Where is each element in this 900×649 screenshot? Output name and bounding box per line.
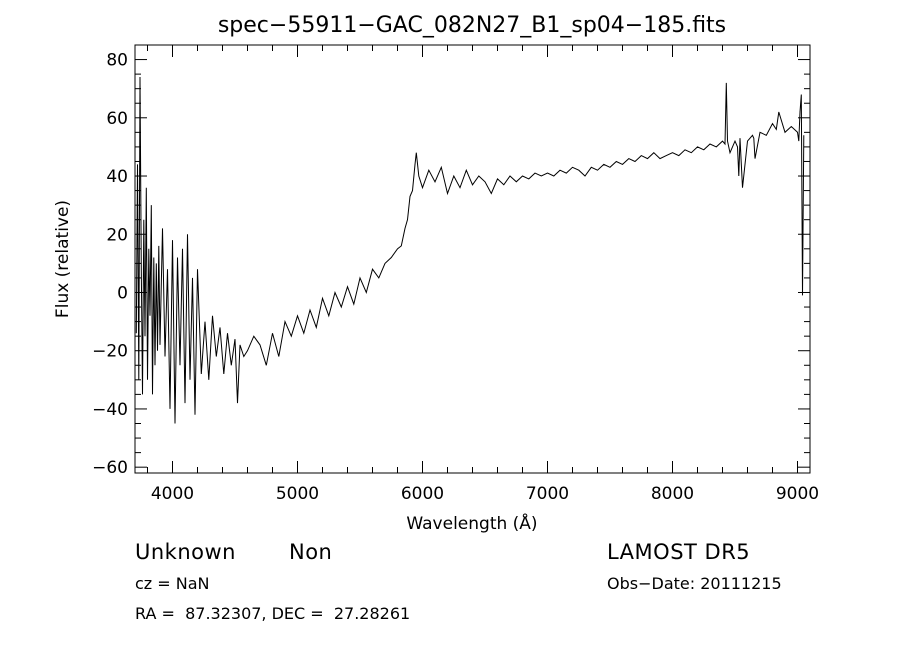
x-tick-label: 5000 [276, 484, 319, 504]
survey-name: LAMOST DR5 [607, 540, 751, 564]
redshift-info: cz = NaN [135, 574, 210, 593]
coordinates-info: RA = 87.32307, DEC = 27.28261 [135, 604, 411, 623]
axis-ticks [135, 45, 810, 473]
object-class: Unknown [135, 540, 236, 564]
spectrum-line [135, 76, 805, 424]
plot-frame [134, 44, 811, 474]
y-tick-label: −20 [92, 342, 128, 362]
y-tick-labels: −60 −40 −20 0 20 40 60 80 [92, 51, 128, 479]
x-tick-label: 9000 [776, 484, 819, 504]
spectrum-plot: spec−55911−GAC_082N27_B1_sp04−185.fits 4… [53, 13, 819, 534]
y-tick-label: 40 [106, 167, 128, 187]
object-subclass: Non [289, 540, 333, 564]
y-tick-label: −40 [92, 400, 128, 420]
y-tick-label: 0 [117, 283, 128, 303]
x-tick-label: 6000 [401, 484, 444, 504]
y-tick-label: 60 [106, 109, 128, 129]
observation-date: Obs−Date: 20111215 [607, 574, 782, 593]
chart-title: spec−55911−GAC_082N27_B1_sp04−185.fits [218, 13, 726, 38]
y-tick-label: 20 [106, 225, 128, 245]
y-tick-label: −60 [92, 458, 128, 478]
x-tick-label: 8000 [651, 484, 694, 504]
y-tick-label: 80 [106, 51, 128, 71]
x-axis-label: Wavelength (Å) [406, 512, 537, 534]
y-axis-label: Flux (relative) [53, 200, 73, 318]
x-tick-label: 7000 [526, 484, 569, 504]
x-tick-label: 4000 [151, 484, 194, 504]
x-tick-labels: 4000 5000 6000 7000 8000 9000 [151, 484, 819, 504]
